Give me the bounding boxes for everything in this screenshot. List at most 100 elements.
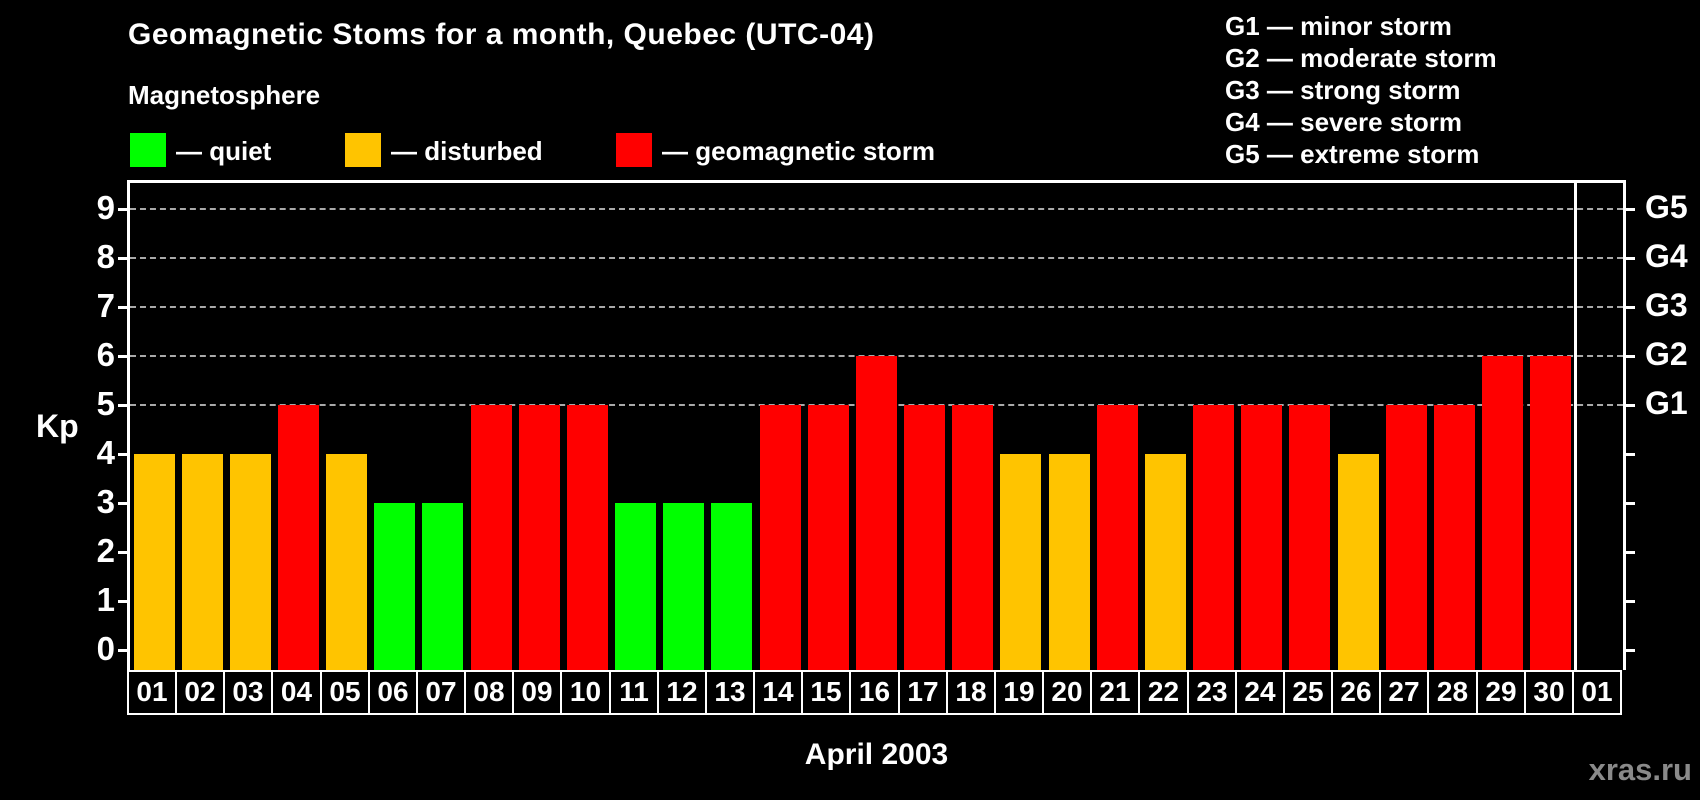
g-scale-line-4: G4 — severe storm bbox=[1225, 107, 1463, 137]
g-scale-line-3: G3 — strong storm bbox=[1225, 75, 1461, 105]
y-tick-label-9: 9 bbox=[96, 189, 115, 226]
y-tick-label-2: 2 bbox=[96, 532, 115, 569]
bar-day-25 bbox=[1289, 405, 1330, 670]
bar-day-14 bbox=[760, 405, 801, 670]
bar-day-29 bbox=[1482, 356, 1523, 670]
bar-day-12 bbox=[663, 503, 704, 670]
left-tick-0 bbox=[118, 649, 130, 652]
gridline-kp9 bbox=[130, 208, 1623, 210]
quiet-swatch bbox=[130, 133, 166, 167]
x-tick-18-day-19: 19 bbox=[994, 670, 1044, 715]
bar-day-26 bbox=[1338, 454, 1379, 670]
y-tick-label-7: 7 bbox=[96, 287, 115, 324]
bar-day-10 bbox=[567, 405, 608, 670]
x-tick-8-day-09: 09 bbox=[512, 670, 562, 715]
left-tick-5 bbox=[118, 404, 130, 407]
left-tick-8 bbox=[118, 257, 130, 260]
right-tick-3 bbox=[1623, 502, 1635, 505]
y-tick-label-8: 8 bbox=[96, 238, 115, 275]
y-tick-label-3: 3 bbox=[96, 483, 115, 520]
x-tick-23-day-24: 24 bbox=[1235, 670, 1285, 715]
x-tick-17-day-18: 18 bbox=[946, 670, 996, 715]
x-tick-22-day-23: 23 bbox=[1187, 670, 1237, 715]
bar-day-03 bbox=[230, 454, 271, 670]
left-tick-2 bbox=[118, 551, 130, 554]
storm-legend-label: — geomagnetic storm bbox=[662, 136, 936, 166]
x-tick-5-day-06: 06 bbox=[368, 670, 418, 715]
bar-day-23 bbox=[1193, 405, 1234, 670]
left-tick-3 bbox=[118, 502, 130, 505]
x-tick-3-day-04: 04 bbox=[271, 670, 322, 715]
x-tick-9-day-10: 10 bbox=[560, 670, 611, 715]
magnetosphere-subtitle: Magnetosphere bbox=[128, 80, 321, 110]
x-tick-24-day-25: 25 bbox=[1283, 670, 1333, 715]
x-tick-13-day-14: 14 bbox=[753, 670, 803, 715]
x-tick-1-day-02: 02 bbox=[175, 670, 225, 715]
x-tick-25-day-26: 26 bbox=[1331, 670, 1381, 715]
g-axis-label-g2: G2 bbox=[1645, 336, 1688, 372]
y-tick-label-1: 1 bbox=[96, 581, 115, 618]
y-axis-label: Kp bbox=[36, 408, 79, 444]
bar-day-07 bbox=[422, 503, 463, 670]
x-tick-7-day-08: 08 bbox=[464, 670, 514, 715]
bar-day-16 bbox=[856, 356, 897, 670]
x-tick-14-day-15: 15 bbox=[801, 670, 851, 715]
g-scale-line-2: G2 — moderate storm bbox=[1225, 43, 1497, 73]
left-tick-7 bbox=[118, 306, 130, 309]
y-tick-label-0: 0 bbox=[96, 630, 115, 667]
gridline-kp7 bbox=[130, 306, 1623, 308]
g-axis-label-g1: G1 bbox=[1645, 385, 1688, 421]
bar-day-19 bbox=[1000, 454, 1041, 670]
month-boundary-line bbox=[1574, 183, 1577, 670]
g-scale-legend: G1 — minor storm G2 — moderate storm G3 — … bbox=[1225, 10, 1497, 170]
quiet-legend-label: — quiet bbox=[176, 136, 272, 166]
right-tick-8 bbox=[1623, 257, 1635, 260]
x-tick-20-day-21: 21 bbox=[1090, 670, 1140, 715]
x-tick-16-day-17: 17 bbox=[898, 670, 948, 715]
x-tick-2-day-03: 03 bbox=[223, 670, 273, 715]
g-axis-label-g3: G3 bbox=[1645, 287, 1688, 323]
disturbed-legend-label: — disturbed bbox=[391, 136, 543, 166]
right-tick-4 bbox=[1623, 453, 1635, 456]
x-tick-11-day-12: 12 bbox=[657, 670, 707, 715]
x-tick-19-day-20: 20 bbox=[1042, 670, 1092, 715]
right-tick-5 bbox=[1623, 404, 1635, 407]
y-tick-label-6: 6 bbox=[96, 336, 115, 373]
bar-day-21 bbox=[1097, 405, 1138, 670]
left-tick-6 bbox=[118, 355, 130, 358]
x-tick-12-day-13: 13 bbox=[705, 670, 755, 715]
left-tick-4 bbox=[118, 453, 130, 456]
bar-day-24 bbox=[1241, 405, 1282, 670]
bar-day-28 bbox=[1434, 405, 1475, 670]
x-tick-29-day-30: 30 bbox=[1524, 670, 1574, 715]
left-tick-1 bbox=[118, 600, 130, 603]
bar-day-18 bbox=[952, 405, 993, 670]
plot-frame bbox=[127, 180, 1626, 670]
bar-day-20 bbox=[1049, 454, 1090, 670]
bar-day-08 bbox=[471, 405, 512, 670]
gridline-kp8 bbox=[130, 257, 1623, 259]
bar-day-04 bbox=[278, 405, 319, 670]
watermark: xras.ru bbox=[1588, 752, 1692, 787]
g-scale-line-5: G5 — extreme storm bbox=[1225, 139, 1480, 169]
bar-day-30 bbox=[1530, 356, 1571, 670]
g-axis-label-g5: G5 bbox=[1645, 189, 1688, 225]
x-tick-30-day-01: 01 bbox=[1572, 670, 1622, 715]
right-tick-0 bbox=[1623, 649, 1635, 652]
bar-day-15 bbox=[808, 405, 849, 670]
disturbed-swatch bbox=[345, 133, 381, 167]
right-tick-7 bbox=[1623, 306, 1635, 309]
x-tick-27-day-28: 28 bbox=[1427, 670, 1478, 715]
x-tick-4-day-05: 05 bbox=[320, 670, 370, 715]
right-tick-1 bbox=[1623, 600, 1635, 603]
x-tick-6-day-07: 07 bbox=[416, 670, 466, 715]
x-tick-10-day-11: 11 bbox=[609, 670, 659, 715]
x-tick-0-day-01: 01 bbox=[127, 670, 177, 715]
bar-day-22 bbox=[1145, 454, 1186, 670]
g-scale-line-1: G1 — minor storm bbox=[1225, 11, 1452, 41]
right-tick-6 bbox=[1623, 355, 1635, 358]
x-tick-21-day-22: 22 bbox=[1138, 670, 1189, 715]
right-tick-2 bbox=[1623, 551, 1635, 554]
bar-day-02 bbox=[182, 454, 223, 670]
